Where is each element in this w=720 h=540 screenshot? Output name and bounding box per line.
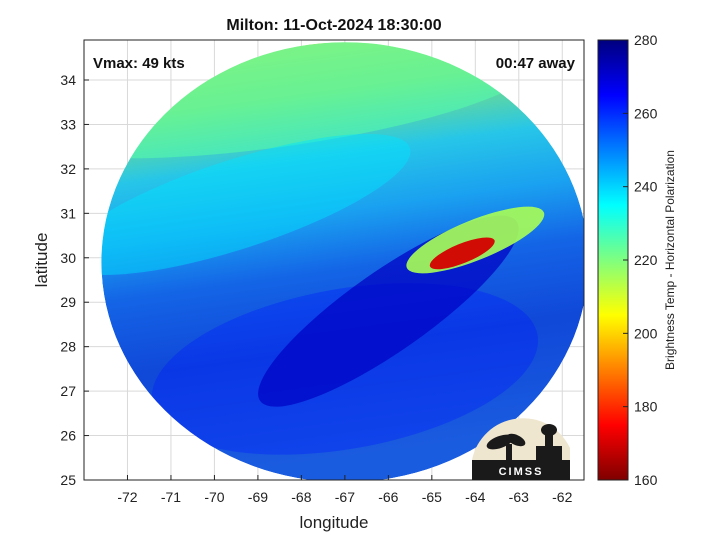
colorbar-tick-label: 200 [634,325,658,341]
region-mid-gradient-band [101,133,411,275]
x-tick-label: -71 [161,489,181,505]
y-tick-label: 34 [60,72,76,88]
x-tick-label: -70 [204,489,224,505]
x-tick-label: -69 [248,489,268,505]
vmax-annotation: Vmax: 49 kts [93,55,185,72]
y-tick-label: 30 [60,250,76,266]
y-tick-label: 32 [60,161,76,177]
region-rain-band-core [429,237,495,270]
colorbar-tick-label: 240 [634,179,658,195]
x-tick-label: -64 [465,489,485,505]
colorbar-tick-label: 180 [634,399,658,415]
colorbar-tick-label: 280 [634,32,658,48]
swath-image [101,42,584,480]
y-tick-label: 27 [60,383,76,399]
y-tick-label: 29 [60,294,76,310]
y-axis-label: latitude [32,233,51,288]
x-tick-label: -65 [422,489,442,505]
colorbar-tick-label: 220 [634,252,658,268]
brightness-swath [101,42,584,480]
logo-bar [472,460,570,480]
time-away-annotation: 00:47 away [496,55,576,72]
y-axis: 25 26 27 28 29 30 31 32 33 34 [60,72,89,488]
colorbar-tick-label: 260 [634,105,658,121]
logo-text: CIMSS [499,466,544,478]
satellite-dish-small-icon [506,433,526,447]
colorbar-label: Brightness Temp - Horizontal Polarizatio… [663,150,677,370]
x-tick-label: -62 [552,489,572,505]
water-tower-icon [545,430,553,460]
y-tick-label: 31 [60,205,76,221]
x-axis: -72 -71 -70 -69 -68 -67 -66 -65 -64 -63 -62 [117,475,573,505]
x-tick-label: -67 [335,489,355,505]
axes-frame [83,39,585,481]
colorbar-tick-label: 160 [634,472,658,488]
y-tick-label: 25 [60,472,76,488]
x-tick-label: -68 [291,489,311,505]
x-tick-label: -72 [117,489,137,505]
cimss-logo: CIMSS [472,418,570,480]
plot-area [84,40,584,480]
y-tick-label: 28 [60,339,76,355]
x-tick-label: -66 [378,489,398,505]
x-tick-label: -63 [509,489,529,505]
y-tick-label: 26 [60,428,76,444]
x-axis-label: longitude [299,513,368,532]
colorbar-axis: 160 180 200 220 240 260 280 [623,32,658,488]
chart-title: Milton: 11-Oct-2024 18:30:00 [226,17,441,34]
satellite-dish-icon [486,434,514,450]
y-tick-label: 33 [60,116,76,132]
